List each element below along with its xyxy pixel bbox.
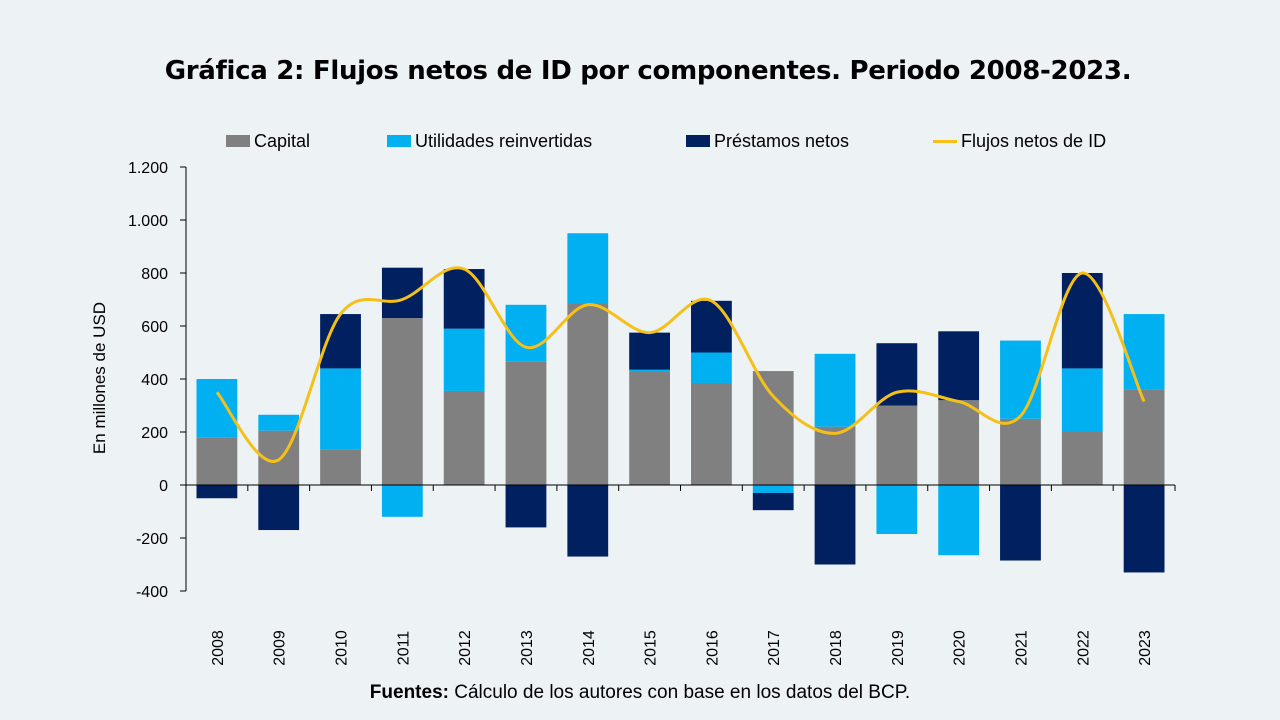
- bar-utilidades-2015: [629, 369, 670, 372]
- bar-capital-2021: [1000, 418, 1041, 485]
- legend-label-prestamos: Préstamos netos: [714, 130, 850, 151]
- legend-swatch-capital: [226, 135, 250, 147]
- y-tick-label: -400: [136, 584, 168, 601]
- bar-capital-2013: [505, 361, 547, 485]
- legend-label-utilidades: Utilidades reinvertidas: [415, 130, 593, 151]
- x-tick-label: 2013: [519, 630, 536, 666]
- bar-utilidades-2013: [505, 304, 547, 362]
- bar-capital-2022: [1061, 432, 1103, 485]
- x-tick-label: 2023: [1137, 630, 1154, 666]
- bar-prestamos-2014: [567, 485, 609, 557]
- bar-capital-2019: [876, 405, 918, 485]
- x-tick-label: 2019: [890, 630, 907, 666]
- x-tick-label: 2012: [457, 630, 474, 666]
- bar-prestamos-2008: [196, 485, 238, 499]
- x-tick-label: 2018: [828, 630, 845, 666]
- footer-source: Fuentes: Cálculo de los autores con base…: [0, 682, 1280, 704]
- x-tick-label: 2010: [334, 630, 351, 666]
- bar-utilidades-2020: [938, 485, 980, 556]
- legend-label-flujos: Flujos netos de ID: [961, 130, 1107, 151]
- bar-prestamos-2016: [691, 300, 732, 353]
- x-tick-label: 2016: [704, 630, 721, 666]
- bar-utilidades-2018: [814, 353, 856, 427]
- bar-capital-2011: [381, 318, 423, 485]
- bar-utilidades-2010: [320, 368, 361, 450]
- bar-capital-2023: [1123, 389, 1165, 485]
- bar-utilidades-2011: [381, 485, 423, 517]
- x-tick-label: 2021: [1013, 630, 1030, 666]
- bar-prestamos-2017: [752, 492, 794, 511]
- bar-utilidades-2017: [752, 485, 794, 493]
- bar-utilidades-2019: [876, 485, 918, 535]
- bar-prestamos-2015: [629, 332, 670, 370]
- bar-capital-2020: [938, 400, 980, 485]
- x-tick-label: 2015: [643, 630, 660, 666]
- bar-capital-2010: [320, 449, 361, 485]
- x-tick-label: 2020: [952, 630, 969, 666]
- legend-item-utilidades: Utilidades reinvertidas: [387, 130, 592, 152]
- bar-capital-2015: [629, 371, 670, 485]
- y-tick-label: 800: [141, 266, 168, 283]
- bar-prestamos-2023: [1123, 485, 1165, 573]
- footer-source-bold: Fuentes:: [369, 682, 449, 703]
- bar-capital-2016: [691, 382, 732, 485]
- y-tick-label: 400: [141, 372, 168, 389]
- y-tick-label: 1.200: [128, 160, 168, 177]
- y-tick-label: 600: [141, 319, 168, 336]
- bar-prestamos-2012: [443, 269, 485, 329]
- y-tick-label: 200: [141, 425, 168, 442]
- bar-capital-2014: [567, 303, 609, 485]
- bar-utilidades-2012: [443, 328, 485, 391]
- bar-utilidades-2008: [196, 379, 238, 438]
- legend-item-flujos: Flujos netos de ID: [933, 130, 1106, 152]
- chart-title: Gráfica 2: Flujos netos de ID por compon…: [164, 56, 1132, 86]
- legend-label-capital: Capital: [254, 130, 311, 151]
- x-tick-label: 2022: [1075, 630, 1092, 666]
- x-tick-label: 2014: [581, 630, 598, 666]
- x-tick-label: 2011: [395, 631, 412, 666]
- bar-utilidades-2009: [258, 414, 300, 431]
- bar-prestamos-2013: [505, 485, 547, 528]
- legend-item-capital: Capital: [226, 130, 310, 152]
- bar-capital-2017: [752, 371, 794, 485]
- bar-capital-2018: [814, 426, 856, 485]
- legend-item-prestamos: Préstamos netos: [686, 130, 849, 152]
- bar-utilidades-2016: [691, 352, 732, 383]
- x-tick-label: 2017: [766, 630, 783, 666]
- bar-utilidades-2022: [1061, 368, 1103, 432]
- legend-line-flujos: [933, 139, 957, 143]
- y-tick-label: -200: [136, 531, 168, 548]
- bar-prestamos-2021: [1000, 485, 1041, 561]
- legend-swatch-prestamos: [686, 135, 710, 147]
- bar-prestamos-2009: [258, 485, 300, 531]
- legend-swatch-utilidades: [387, 135, 411, 147]
- x-tick-label: 2009: [272, 630, 289, 666]
- bar-utilidades-2023: [1123, 314, 1165, 390]
- y-tick-label: 1.000: [128, 213, 168, 230]
- bar-utilidades-2021: [1000, 340, 1041, 419]
- bar-prestamos-2018: [814, 485, 856, 565]
- bar-utilidades-2014: [567, 233, 609, 304]
- bar-prestamos-2020: [938, 331, 980, 401]
- bar-capital-2008: [196, 437, 238, 485]
- line-flujos-netos: [215, 266, 1146, 463]
- footer-source-text: Cálculo de los autores con base en los d…: [448, 682, 911, 703]
- y-tick-label: 0: [159, 478, 168, 495]
- bar-prestamos-2019: [876, 343, 918, 406]
- x-tick-label: 2008: [210, 630, 227, 666]
- bar-capital-2012: [443, 390, 485, 485]
